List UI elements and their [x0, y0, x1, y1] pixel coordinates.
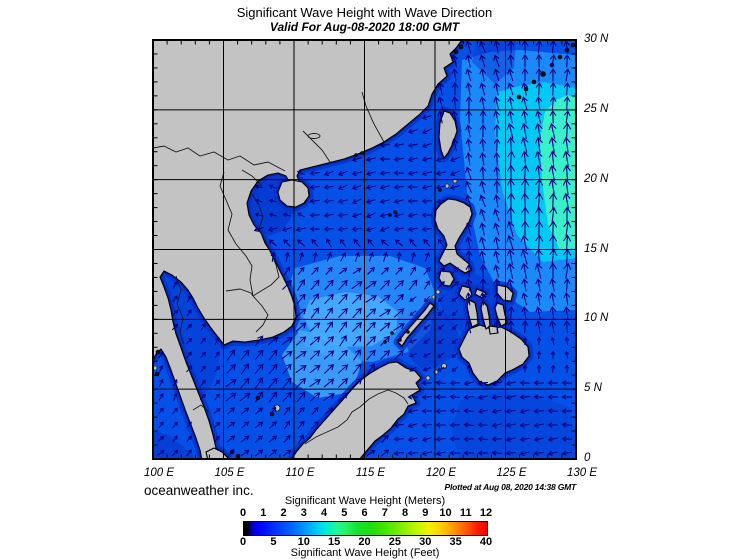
source-credit: oceanweather inc. — [144, 483, 254, 498]
islet — [570, 42, 576, 48]
legend-title-meters: Significant Wave Height (Meters) — [284, 495, 446, 507]
wave-height-patch — [282, 330, 362, 398]
meter-tick-label: 12 — [479, 507, 493, 519]
country-border — [304, 389, 409, 445]
wave-height-patch — [452, 392, 576, 459]
meter-tick-label: 6 — [361, 507, 368, 519]
landmass — [494, 302, 508, 327]
meter-tick-label: 9 — [422, 507, 429, 519]
lon-label: 125 E — [496, 467, 527, 479]
feet-tick-label: 15 — [328, 536, 341, 548]
meter-tick-label: 8 — [401, 507, 409, 519]
islet — [531, 79, 537, 85]
islet — [354, 153, 358, 157]
meter-tick-label: 10 — [439, 507, 452, 519]
meter-tick-label: 0 — [239, 507, 247, 519]
feet-tick-label: 0 — [239, 536, 247, 548]
country-border — [252, 295, 269, 333]
islet — [393, 210, 397, 214]
landmass — [466, 299, 479, 328]
lat-label: 20 N — [584, 172, 609, 185]
islet — [390, 331, 394, 335]
islet — [360, 151, 364, 155]
lon-label: 130 E — [566, 467, 598, 479]
country-border — [153, 145, 286, 172]
islet — [398, 338, 402, 342]
lat-label: 10 N — [584, 312, 609, 325]
lat-label: 30 N — [584, 33, 609, 45]
plotted-timestamp: Plotted at Aug 08, 2020 14:38 GMT — [444, 482, 577, 492]
islet — [453, 49, 459, 55]
map-frame — [152, 39, 577, 460]
islet — [153, 365, 158, 371]
legend-title-feet: Significant Wave Height (Feet) — [290, 547, 440, 559]
islet — [458, 44, 464, 50]
feet-tick-label: 20 — [358, 536, 371, 548]
islet — [435, 289, 441, 295]
map-valid-time: Valid For Aug-08-2020 18:00 GMT — [269, 20, 460, 34]
islet — [557, 54, 563, 60]
country-border — [241, 169, 263, 187]
meter-tick-label: 4 — [320, 507, 328, 519]
landmass — [291, 361, 422, 459]
lon-label: 105 E — [214, 467, 245, 479]
meter-tick-label: 3 — [300, 507, 307, 519]
country-border — [225, 288, 254, 297]
country-border — [251, 193, 280, 297]
feet-tick-label: 10 — [297, 536, 310, 548]
lon-label: 120 E — [425, 467, 457, 479]
lon-label: 100 E — [143, 467, 175, 479]
lat-label: 5 N — [584, 382, 602, 395]
meter-tick-label: 5 — [341, 507, 348, 519]
islet — [516, 94, 522, 100]
lon-label: 115 E — [355, 467, 386, 479]
landmass — [458, 324, 530, 386]
wave-direction-arrows — [157, 40, 573, 457]
feet-tick-label: 30 — [419, 536, 432, 548]
islet — [441, 363, 447, 369]
map-title: Significant Wave Height with Wave Direct… — [236, 5, 493, 20]
wave-height-colorbar — [243, 521, 488, 536]
meter-tick-label: 2 — [280, 507, 287, 519]
feet-tick-label: 5 — [270, 536, 277, 548]
feet-tick-label: 35 — [449, 536, 462, 548]
meter-tick-label: 11 — [459, 507, 472, 519]
lat-label: 25 N — [584, 102, 609, 115]
lat-label: 0 — [584, 452, 591, 464]
lat-label: 15 N — [584, 242, 609, 255]
country-border — [302, 130, 331, 163]
landmass — [480, 300, 491, 330]
country-border — [175, 275, 185, 345]
landmass — [438, 110, 458, 159]
landmass — [153, 40, 463, 459]
landmass — [474, 288, 487, 299]
islet — [155, 349, 161, 355]
map-area — [153, 40, 576, 459]
islet — [406, 330, 410, 334]
islet — [425, 375, 431, 381]
feet-tick-label: 40 — [479, 536, 493, 548]
landmass — [397, 302, 435, 347]
feet-tick-label: 25 — [388, 536, 401, 548]
meter-tick-label: 1 — [260, 507, 267, 519]
country-border — [192, 404, 210, 413]
lon-label: 110 E — [285, 467, 315, 479]
meter-tick-label: 7 — [381, 507, 388, 519]
